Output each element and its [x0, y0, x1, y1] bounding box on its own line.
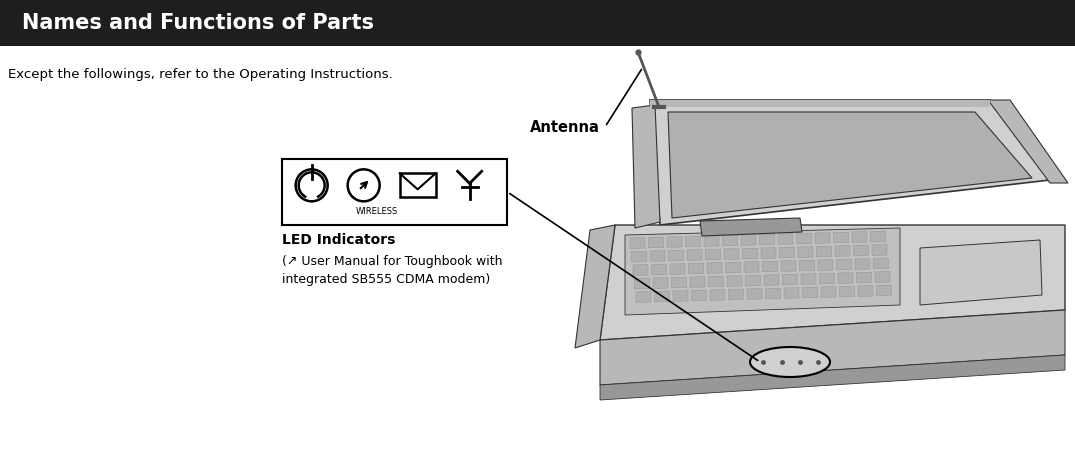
Polygon shape	[727, 275, 742, 286]
Polygon shape	[648, 237, 663, 248]
Polygon shape	[800, 260, 815, 271]
Polygon shape	[625, 228, 900, 315]
Text: integrated SB555 CDMA modem): integrated SB555 CDMA modem)	[282, 273, 490, 286]
Polygon shape	[744, 262, 759, 273]
Polygon shape	[871, 231, 886, 242]
Polygon shape	[630, 237, 645, 248]
Polygon shape	[835, 246, 850, 256]
Polygon shape	[803, 287, 817, 298]
Polygon shape	[821, 287, 836, 297]
Polygon shape	[819, 273, 834, 284]
Polygon shape	[818, 260, 833, 270]
Polygon shape	[840, 286, 855, 297]
Bar	[0, 0, 1075, 46]
Polygon shape	[634, 278, 649, 289]
Polygon shape	[600, 310, 1065, 385]
Polygon shape	[669, 250, 684, 261]
Polygon shape	[761, 247, 776, 258]
Polygon shape	[838, 273, 852, 283]
Text: Antenna: Antenna	[530, 119, 600, 135]
Polygon shape	[686, 236, 701, 247]
Polygon shape	[704, 236, 719, 246]
Polygon shape	[672, 277, 687, 288]
Polygon shape	[691, 290, 706, 301]
Polygon shape	[666, 237, 682, 247]
Polygon shape	[690, 277, 705, 287]
Polygon shape	[858, 286, 873, 296]
Polygon shape	[747, 289, 762, 300]
Polygon shape	[655, 291, 670, 302]
Polygon shape	[760, 234, 774, 245]
Polygon shape	[801, 273, 816, 284]
Polygon shape	[650, 251, 665, 261]
Polygon shape	[857, 272, 872, 283]
Polygon shape	[815, 233, 830, 244]
Bar	[400, 173, 435, 197]
Polygon shape	[798, 246, 813, 257]
Polygon shape	[670, 264, 685, 274]
Polygon shape	[779, 247, 794, 258]
Ellipse shape	[750, 347, 830, 377]
Polygon shape	[673, 291, 688, 301]
Polygon shape	[636, 292, 651, 302]
Polygon shape	[764, 274, 779, 285]
Polygon shape	[765, 288, 780, 299]
Polygon shape	[855, 259, 870, 269]
Polygon shape	[726, 262, 741, 273]
Polygon shape	[854, 245, 869, 256]
Text: WIRELESS: WIRELESS	[356, 208, 398, 216]
Polygon shape	[817, 246, 831, 257]
Polygon shape	[650, 100, 1050, 225]
Polygon shape	[743, 248, 758, 259]
Polygon shape	[875, 272, 890, 283]
Polygon shape	[762, 261, 777, 272]
Polygon shape	[668, 112, 1032, 218]
Polygon shape	[688, 263, 703, 274]
Polygon shape	[745, 275, 760, 286]
Polygon shape	[631, 251, 646, 262]
Polygon shape	[782, 261, 796, 272]
Polygon shape	[783, 274, 798, 285]
Polygon shape	[687, 250, 702, 260]
Polygon shape	[700, 218, 802, 236]
Text: (↗ User Manual for Toughbook with: (↗ User Manual for Toughbook with	[282, 255, 502, 268]
Polygon shape	[729, 289, 744, 300]
Polygon shape	[988, 100, 1067, 183]
Polygon shape	[797, 233, 812, 244]
Text: Except the followings, refer to the Operating Instructions.: Except the followings, refer to the Oper…	[8, 68, 392, 81]
Polygon shape	[710, 290, 725, 301]
Polygon shape	[920, 240, 1042, 305]
Polygon shape	[600, 225, 1065, 340]
Polygon shape	[876, 285, 891, 296]
Polygon shape	[722, 235, 737, 246]
Text: Names and Functions of Parts: Names and Functions of Parts	[22, 13, 374, 33]
Polygon shape	[836, 259, 851, 270]
Polygon shape	[708, 276, 723, 287]
Polygon shape	[741, 235, 756, 246]
Polygon shape	[575, 225, 615, 348]
Polygon shape	[723, 248, 739, 259]
Polygon shape	[650, 100, 990, 107]
Polygon shape	[852, 232, 868, 242]
Polygon shape	[778, 234, 793, 245]
Polygon shape	[600, 355, 1065, 400]
Polygon shape	[872, 245, 887, 255]
Polygon shape	[705, 249, 720, 260]
Bar	[282, 159, 507, 225]
Polygon shape	[707, 263, 722, 273]
Polygon shape	[874, 258, 889, 269]
Polygon shape	[632, 105, 660, 228]
Polygon shape	[633, 264, 648, 275]
Text: LED Indicators: LED Indicators	[282, 233, 395, 247]
Polygon shape	[651, 264, 666, 275]
Polygon shape	[833, 232, 848, 243]
Polygon shape	[653, 278, 668, 288]
Polygon shape	[784, 288, 799, 299]
